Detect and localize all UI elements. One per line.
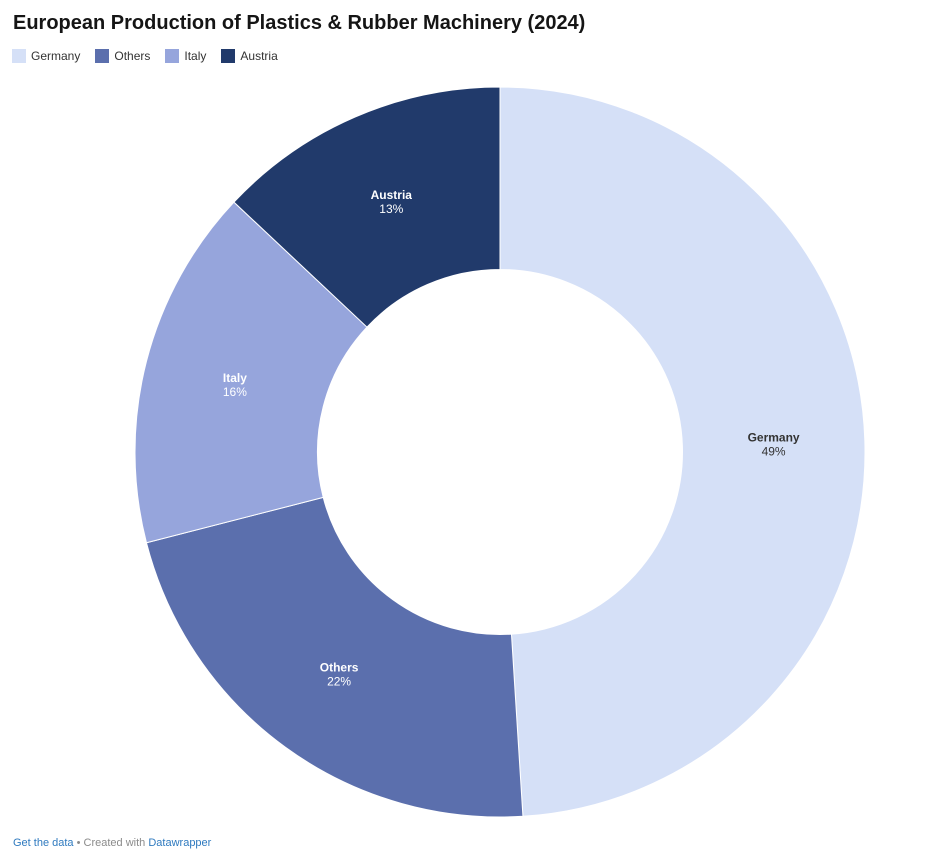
slice-italy[interactable] (134, 201, 368, 544)
footer: Get the data • Created with Datawrapper (13, 837, 211, 849)
legend-item-germany: Germany (12, 49, 80, 63)
legend-item-others: Others (95, 49, 150, 63)
datawrapper-link[interactable]: Datawrapper (148, 837, 212, 849)
slice-label-germany: Germany 49% (748, 430, 800, 458)
page-title: European Production of Plastics & Rubber… (13, 12, 586, 34)
slice-label-italy: Italy 16% (223, 371, 247, 399)
legend-label-others: Others (114, 49, 151, 63)
legend-label-germany: Germany (31, 49, 81, 63)
get-the-data-link[interactable]: Get the data (13, 837, 74, 849)
slice-others[interactable] (145, 496, 524, 818)
legend-item-italy: Italy (165, 49, 206, 63)
slice-austria[interactable] (233, 86, 501, 328)
slice-label-austria: Austria 13% (371, 188, 413, 216)
created-with-text: Created with (83, 837, 146, 849)
slice-label-others: Others 22% (320, 661, 359, 689)
legend-swatch-italy (165, 49, 180, 63)
legend-swatch-germany (12, 49, 26, 63)
legend-swatch-austria (221, 49, 236, 63)
footer-dot: • (76, 837, 81, 849)
legend: Germany Others Italy Austria (12, 49, 278, 63)
legend-label-italy: Italy (184, 49, 207, 63)
slice-germany[interactable] (499, 86, 866, 817)
legend-label-austria: Austria (240, 49, 278, 63)
legend-swatch-others (95, 49, 110, 63)
legend-item-austria: Austria (221, 49, 278, 63)
